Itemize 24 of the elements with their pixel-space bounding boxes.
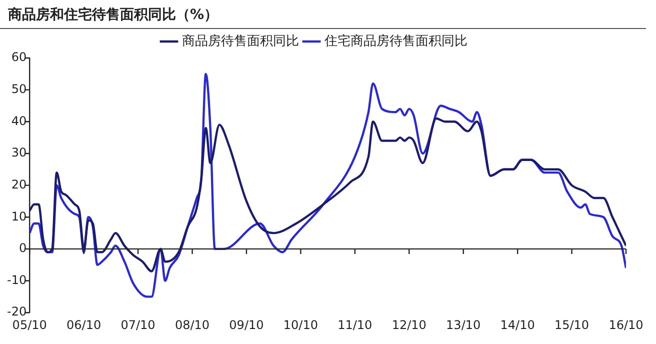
x-tick-label: 10/10 xyxy=(283,318,318,332)
y-tick-label: 30 xyxy=(11,146,27,160)
x-tick-label: 11/10 xyxy=(338,318,372,332)
x-tick-label: 06/10 xyxy=(66,318,102,332)
chart-title: 商品房和住宅待售面积同比（%） xyxy=(0,0,646,29)
y-tick-label: 60 xyxy=(11,50,27,64)
x-tick-label: 08/10 xyxy=(174,318,210,332)
y-tick-label: 20 xyxy=(11,177,27,192)
y-tick-label: -10 xyxy=(6,272,27,287)
x-tick-label: 09/10 xyxy=(229,318,264,332)
y-tick-label: 0 xyxy=(18,241,27,256)
x-tick-label: 05/10 xyxy=(12,318,47,332)
x-tick-label: 16/10 xyxy=(608,318,644,332)
y-tick-label: -20 xyxy=(6,304,27,319)
legend-label: 住宅商品房待售面积同比 xyxy=(324,32,468,49)
x-tick-label: 07/10 xyxy=(120,318,156,332)
x-tick-label: 13/10 xyxy=(446,318,481,332)
x-tick-label: 12/10 xyxy=(392,318,426,332)
y-tick-label: 10 xyxy=(11,209,27,224)
legend-label: 商品房待售面积同比 xyxy=(182,32,299,49)
y-tick-label: 50 xyxy=(11,82,27,96)
x-tick-label: 14/10 xyxy=(500,318,535,332)
x-tick-label: 15/10 xyxy=(554,318,590,332)
y-tick-label: 40 xyxy=(11,114,27,128)
